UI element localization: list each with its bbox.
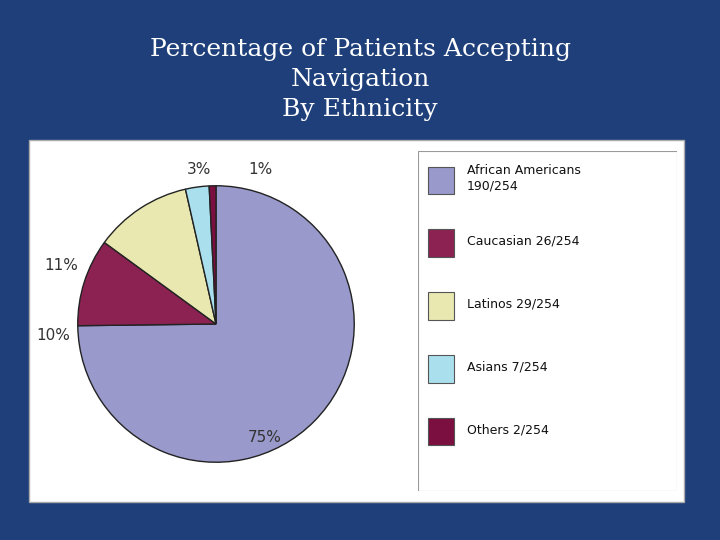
Text: 75%: 75% bbox=[248, 430, 282, 445]
Text: Latinos 29/254: Latinos 29/254 bbox=[467, 298, 559, 311]
Wedge shape bbox=[104, 189, 216, 324]
Text: Percentage of Patients Accepting
Navigation
By Ethnicity: Percentage of Patients Accepting Navigat… bbox=[150, 38, 570, 121]
Bar bbox=[428, 292, 454, 320]
Wedge shape bbox=[78, 242, 216, 326]
Text: 11%: 11% bbox=[44, 259, 78, 273]
Bar bbox=[428, 418, 454, 445]
Text: 10%: 10% bbox=[36, 328, 70, 342]
Bar bbox=[428, 355, 454, 382]
Text: Asians 7/254: Asians 7/254 bbox=[467, 361, 547, 374]
FancyBboxPatch shape bbox=[418, 151, 677, 491]
Wedge shape bbox=[78, 186, 354, 462]
Text: 1%: 1% bbox=[248, 161, 272, 177]
Text: 3%: 3% bbox=[187, 161, 212, 177]
Wedge shape bbox=[210, 186, 216, 324]
Bar bbox=[428, 166, 454, 194]
Text: Caucasian 26/254: Caucasian 26/254 bbox=[467, 235, 580, 248]
Bar bbox=[428, 230, 454, 256]
Text: Others 2/254: Others 2/254 bbox=[467, 424, 549, 437]
Text: African Americans
190/254: African Americans 190/254 bbox=[467, 164, 581, 192]
Wedge shape bbox=[186, 186, 216, 324]
